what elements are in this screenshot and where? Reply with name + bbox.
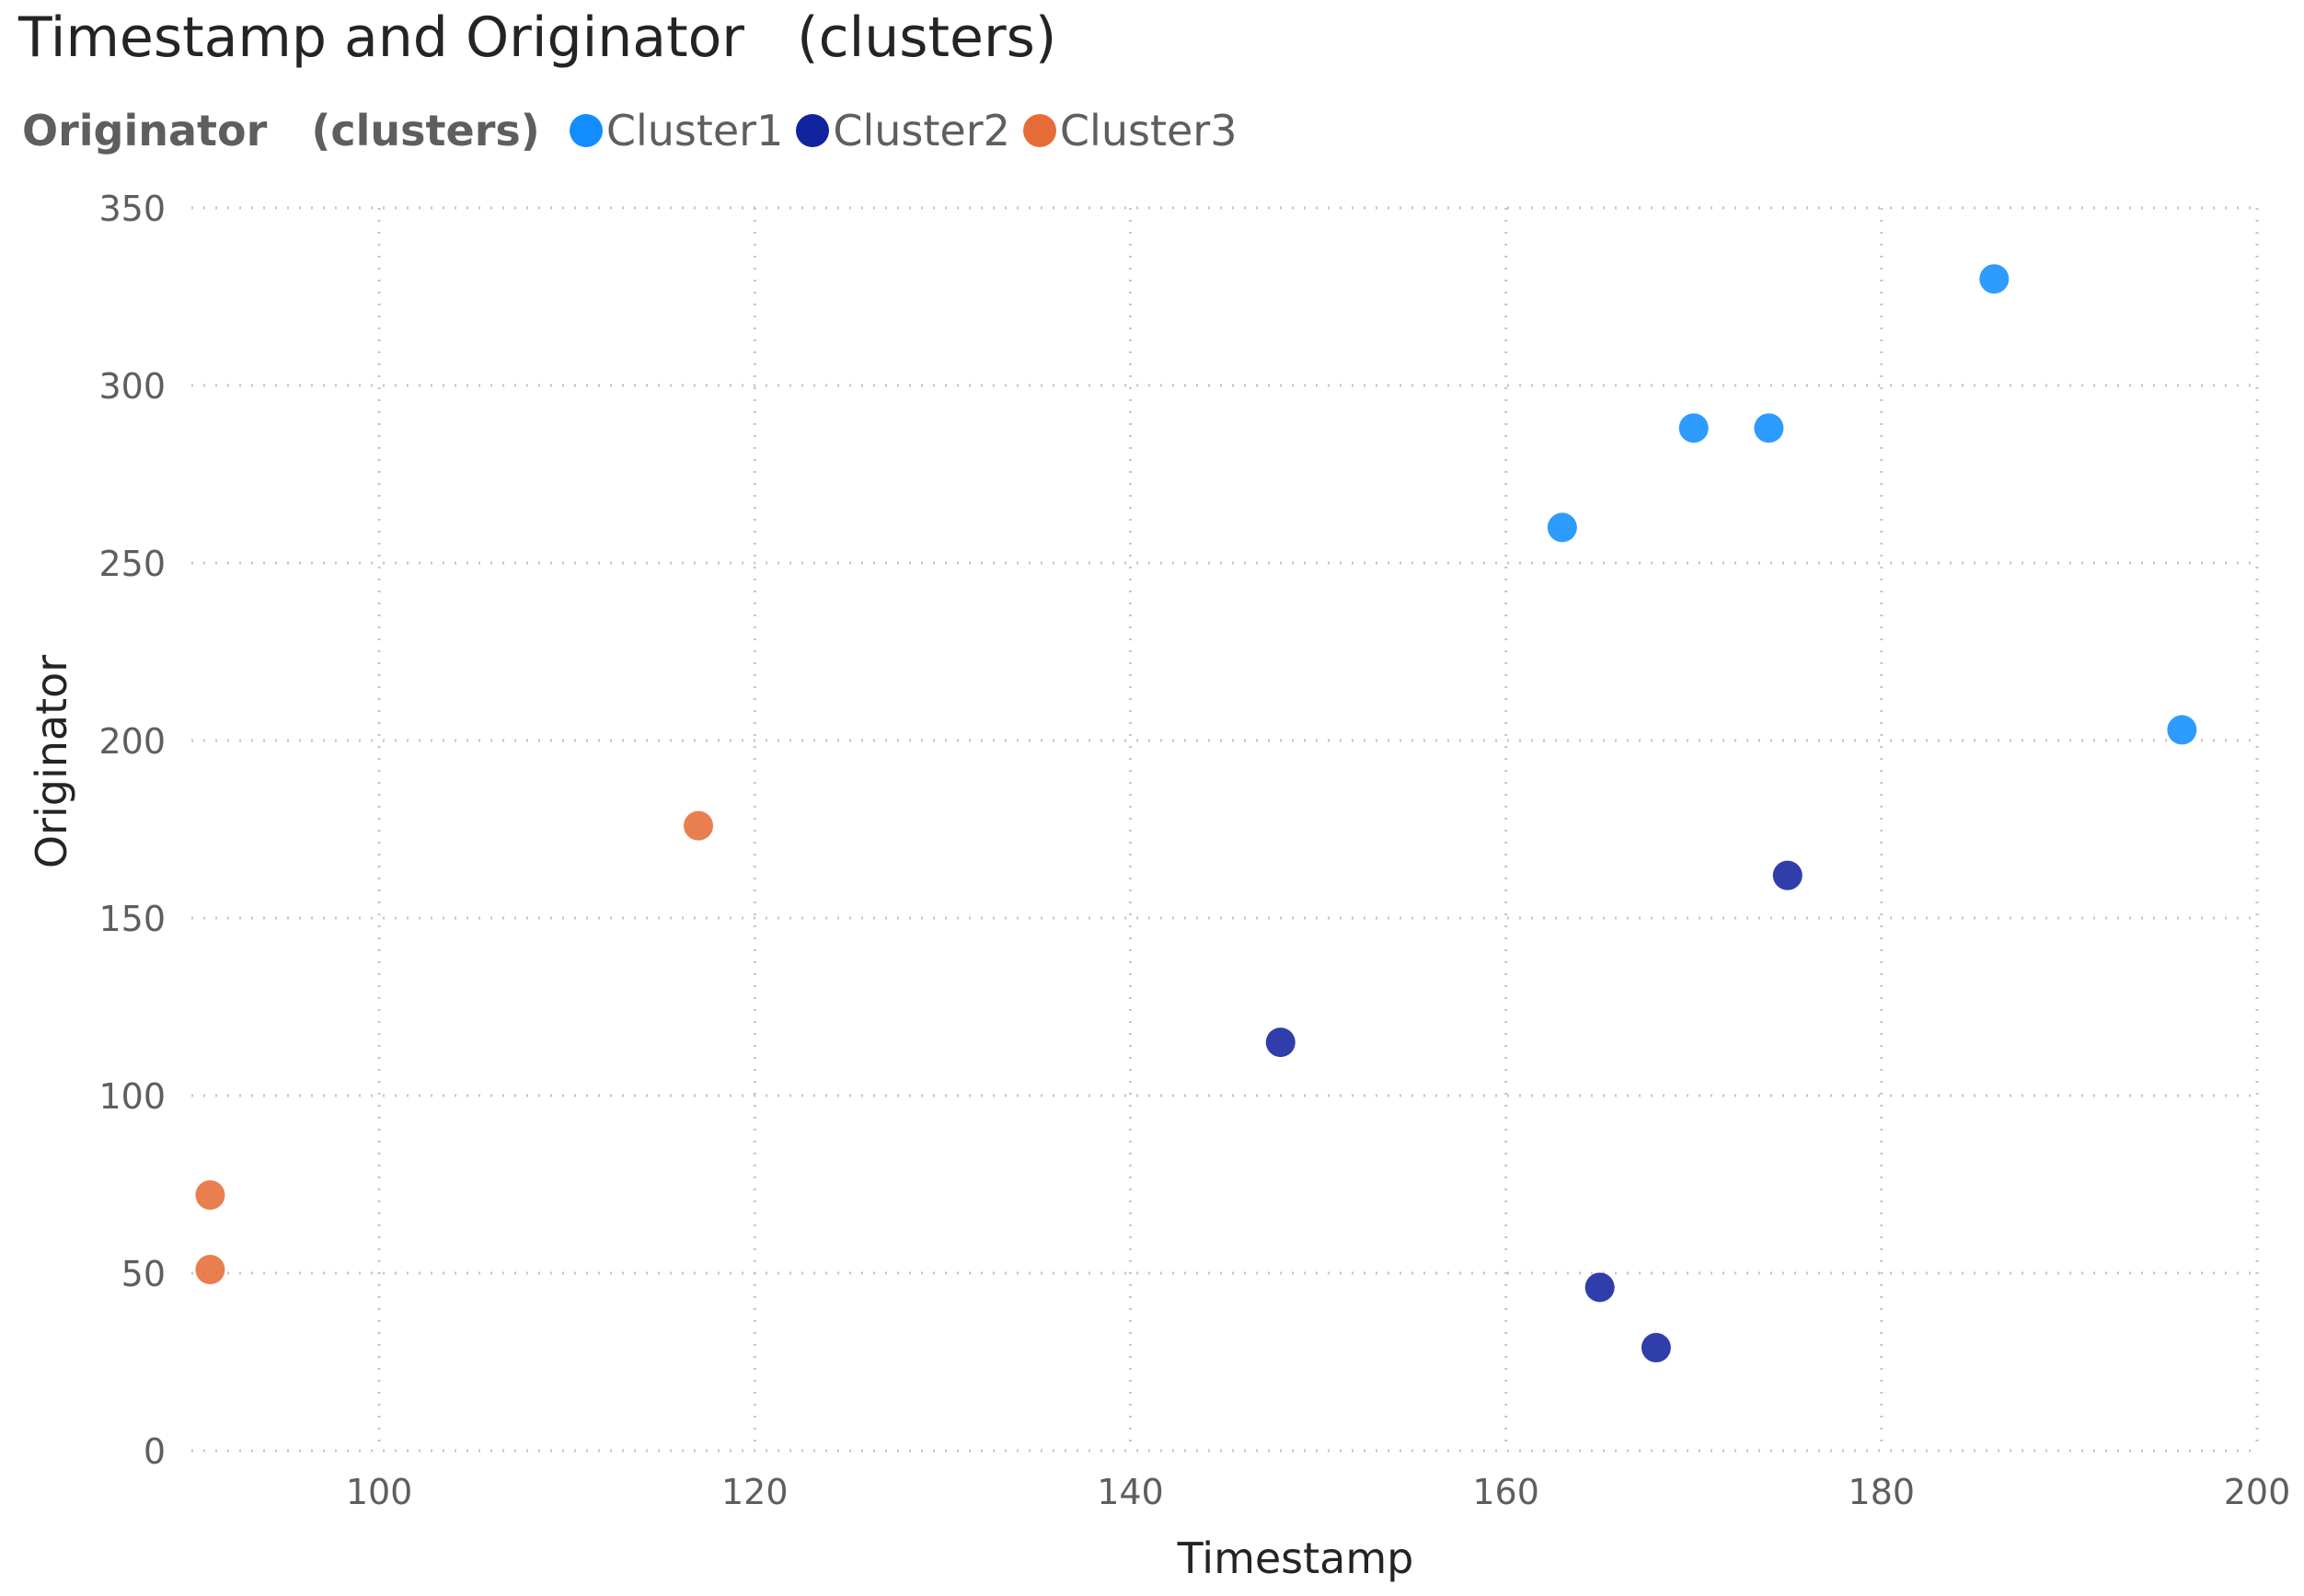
legend-item-cluster3[interactable]: Cluster3 (1022, 106, 1238, 155)
data-points (195, 264, 2197, 1363)
y-axis-title: Originator (27, 655, 76, 868)
x-tick-label: 160 (1472, 1472, 1539, 1512)
chart-title: Timestamp and Originator (clusters) (18, 6, 1057, 70)
y-tick-label: 0 (144, 1431, 166, 1472)
y-tick-label: 50 (121, 1254, 166, 1294)
legend: Originator (clusters) Cluster1 Cluster2 … (22, 99, 1250, 162)
y-tick-label: 200 (98, 721, 166, 762)
x-tick-label: 200 (2224, 1472, 2291, 1512)
data-point-cluster3[interactable] (684, 810, 714, 841)
x-tick-label: 120 (721, 1472, 789, 1512)
x-tick-label: 140 (1097, 1472, 1164, 1512)
y-tick-label: 250 (98, 544, 166, 584)
legend-item-cluster2[interactable]: Cluster2 (796, 106, 1010, 155)
data-point-cluster1[interactable] (1547, 512, 1577, 543)
y-tick-label: 100 (98, 1076, 166, 1117)
y-tick-label: 350 (98, 189, 166, 229)
data-point-cluster1[interactable] (1754, 413, 1784, 443)
legend-swatch-cluster1 (569, 114, 603, 147)
legend-title: Originator (clusters) (22, 106, 540, 155)
data-point-cluster2[interactable] (1584, 1272, 1615, 1303)
data-point-cluster3[interactable] (195, 1255, 225, 1285)
data-point-cluster1[interactable] (1979, 264, 2010, 294)
x-axis-title: Timestamp (1177, 1533, 1414, 1583)
data-point-cluster3[interactable] (195, 1180, 225, 1211)
tick-labels: 0 50 100 150 200 250 300 350 100 120 140 160 180 200 (98, 189, 2290, 1512)
legend-label-cluster2: Cluster2 (833, 106, 1010, 155)
data-point-cluster2[interactable] (1772, 860, 1803, 890)
y-tick-label: 150 (98, 899, 166, 939)
data-point-cluster1[interactable] (2167, 715, 2197, 745)
grid-lines (191, 206, 2259, 1452)
x-tick-label: 100 (346, 1472, 413, 1512)
y-tick-label: 300 (98, 366, 166, 407)
data-point-cluster2[interactable] (1641, 1333, 1671, 1363)
legend-label-cluster3: Cluster3 (1059, 106, 1238, 155)
legend-swatch-cluster2 (796, 114, 830, 147)
x-tick-label: 180 (1849, 1472, 1916, 1512)
legend-item-cluster1[interactable]: Cluster1 (569, 106, 784, 155)
legend-label-cluster1: Cluster1 (605, 106, 784, 155)
data-point-cluster1[interactable] (1678, 413, 1709, 443)
legend-swatch-cluster3 (1022, 114, 1056, 147)
data-point-cluster2[interactable] (1265, 1028, 1296, 1058)
